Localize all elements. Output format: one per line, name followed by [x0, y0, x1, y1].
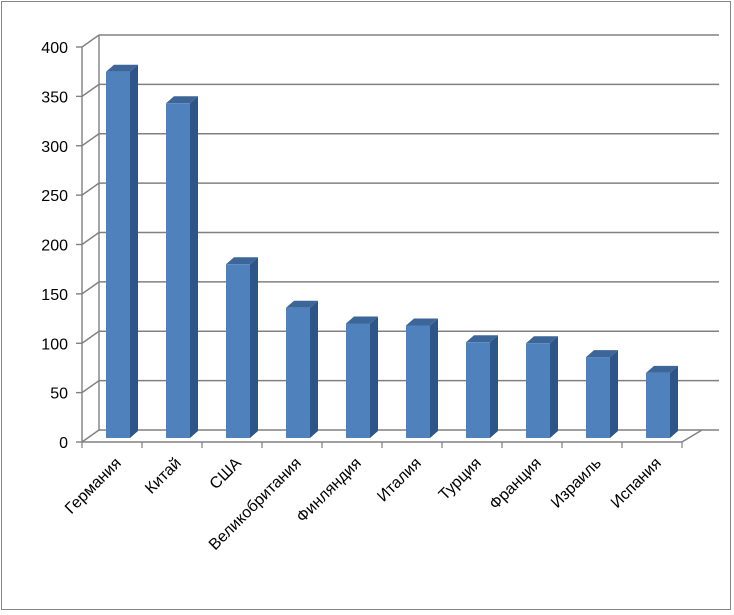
bar: [646, 365, 678, 438]
gridline-depth: [81, 231, 100, 246]
bar-top: [466, 335, 498, 343]
bar: [166, 96, 198, 438]
bar-side: [490, 335, 498, 438]
bar-top: [286, 300, 318, 308]
gridline-depth: [81, 133, 100, 147]
bar-front: [526, 343, 550, 438]
x-category-label: Китай: [142, 455, 185, 498]
x-category-label: США: [207, 455, 245, 493]
bar-front: [466, 342, 490, 438]
gridline-depth: [81, 83, 100, 97]
bar-front: [406, 325, 430, 438]
bar-side: [670, 365, 678, 438]
y-tick-label: 400: [41, 40, 68, 57]
y-tick-label: 350: [41, 89, 68, 106]
x-category-label: Германия: [62, 455, 125, 518]
bar-top: [526, 336, 558, 344]
y-tick-label: 100: [41, 336, 68, 353]
y-tick-label: 150: [41, 287, 68, 304]
bar: [346, 316, 378, 438]
y-tick-label: 0: [59, 435, 68, 452]
gridline-depth: [81, 281, 100, 295]
bar-front: [166, 103, 190, 438]
bar: [106, 64, 138, 438]
gridline-depth: [81, 330, 100, 344]
bar: [586, 350, 618, 438]
bar-front: [586, 357, 610, 438]
bar-front: [646, 372, 670, 438]
bar-side: [250, 257, 258, 438]
x-category-label: Турция: [436, 455, 485, 504]
bar-front: [226, 264, 250, 438]
x-category-label: Израиль: [548, 455, 605, 512]
bar-side: [550, 336, 558, 438]
gridline-depth: [81, 182, 100, 196]
y-tick-label: 50: [50, 386, 68, 403]
x-category-label: Италия: [374, 455, 425, 506]
gridline-depth: [81, 34, 100, 48]
bar-side: [370, 316, 378, 438]
bar-top: [646, 365, 678, 373]
bar-top: [586, 350, 618, 358]
bar-top: [166, 96, 198, 104]
bar-side: [430, 318, 438, 438]
bars: [106, 64, 678, 438]
bar: [466, 335, 498, 438]
y-tick-label: 200: [41, 238, 68, 255]
bar-top: [346, 316, 378, 324]
bar-side: [310, 300, 318, 438]
x-category-label: Финляндия: [294, 455, 365, 526]
axes: [76, 35, 703, 448]
x-category-label: Франция: [486, 455, 544, 513]
bar-front: [286, 307, 310, 438]
gridline-depth: [81, 380, 100, 394]
bar: [406, 318, 438, 438]
y-tick-label: 300: [41, 139, 68, 156]
bar: [226, 257, 258, 438]
bar-top: [226, 257, 258, 265]
gridline-depth: [81, 429, 100, 443]
bar-side: [610, 350, 618, 438]
bar-front: [346, 323, 370, 438]
bar-side: [130, 64, 138, 438]
x-category-label: Испания: [608, 455, 665, 512]
bar-top: [406, 318, 438, 326]
y-tick-label: 250: [41, 188, 68, 205]
y-axis-tick-labels: 0 50 100 150 200 250 300 350 400: [41, 40, 68, 452]
bar-top: [106, 64, 138, 72]
bar-front: [106, 71, 130, 438]
bar-side: [190, 96, 198, 438]
bar: [526, 336, 558, 438]
bar: [286, 300, 318, 438]
